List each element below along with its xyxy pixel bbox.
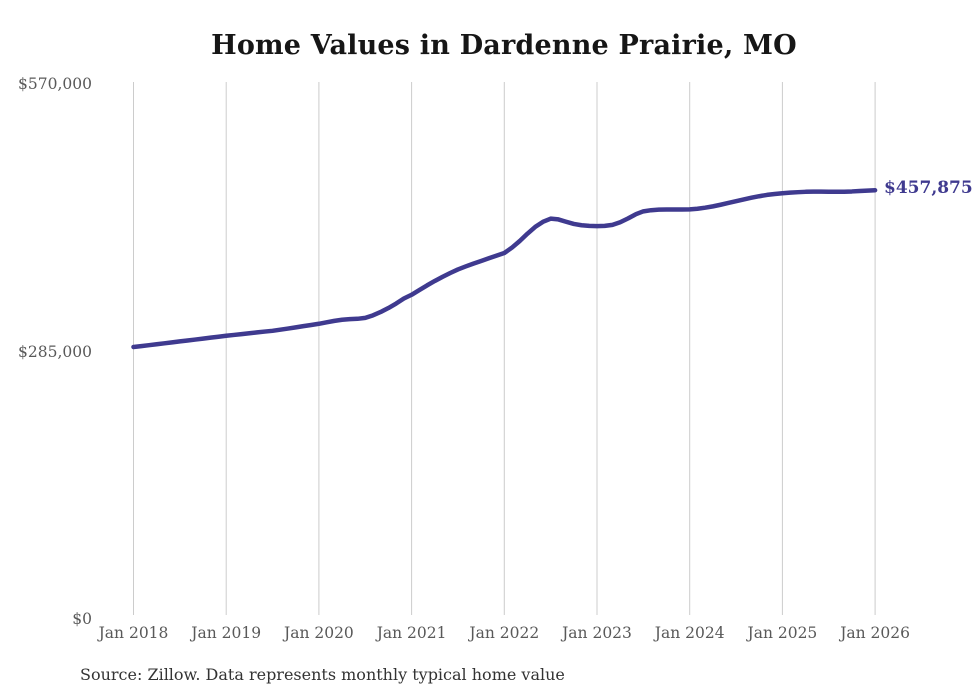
home-value-line: [131, 187, 878, 350]
chart-title: Home Values in Dardenne Prairie, MO: [211, 30, 797, 61]
y-axis-tick-label: $0: [72, 610, 92, 628]
x-axis-tick-label: Jan 2025: [747, 624, 818, 642]
y-axis-tick-label: $285,000: [18, 342, 92, 361]
x-axis-tick-label: Jan 2023: [562, 624, 632, 642]
y-axis-tick-label: $570,000: [18, 75, 92, 93]
source-note: Source: Zillow. Data represents monthly …: [80, 665, 565, 684]
x-axis-tick-label: Jan 2022: [469, 624, 540, 642]
x-axis-tick-label: Jan 2026: [840, 624, 910, 642]
x-axis-tick-label: Jan 2018: [98, 624, 169, 642]
x-axis-tick-label: Jan 2024: [654, 624, 725, 642]
x-axis-tick-label: Jan 2021: [376, 624, 447, 642]
x-axis-tick-label: Jan 2020: [283, 624, 354, 642]
x-axis-tick-label: Jan 2019: [191, 624, 262, 642]
latest-value-label: $457,875: [884, 178, 973, 199]
